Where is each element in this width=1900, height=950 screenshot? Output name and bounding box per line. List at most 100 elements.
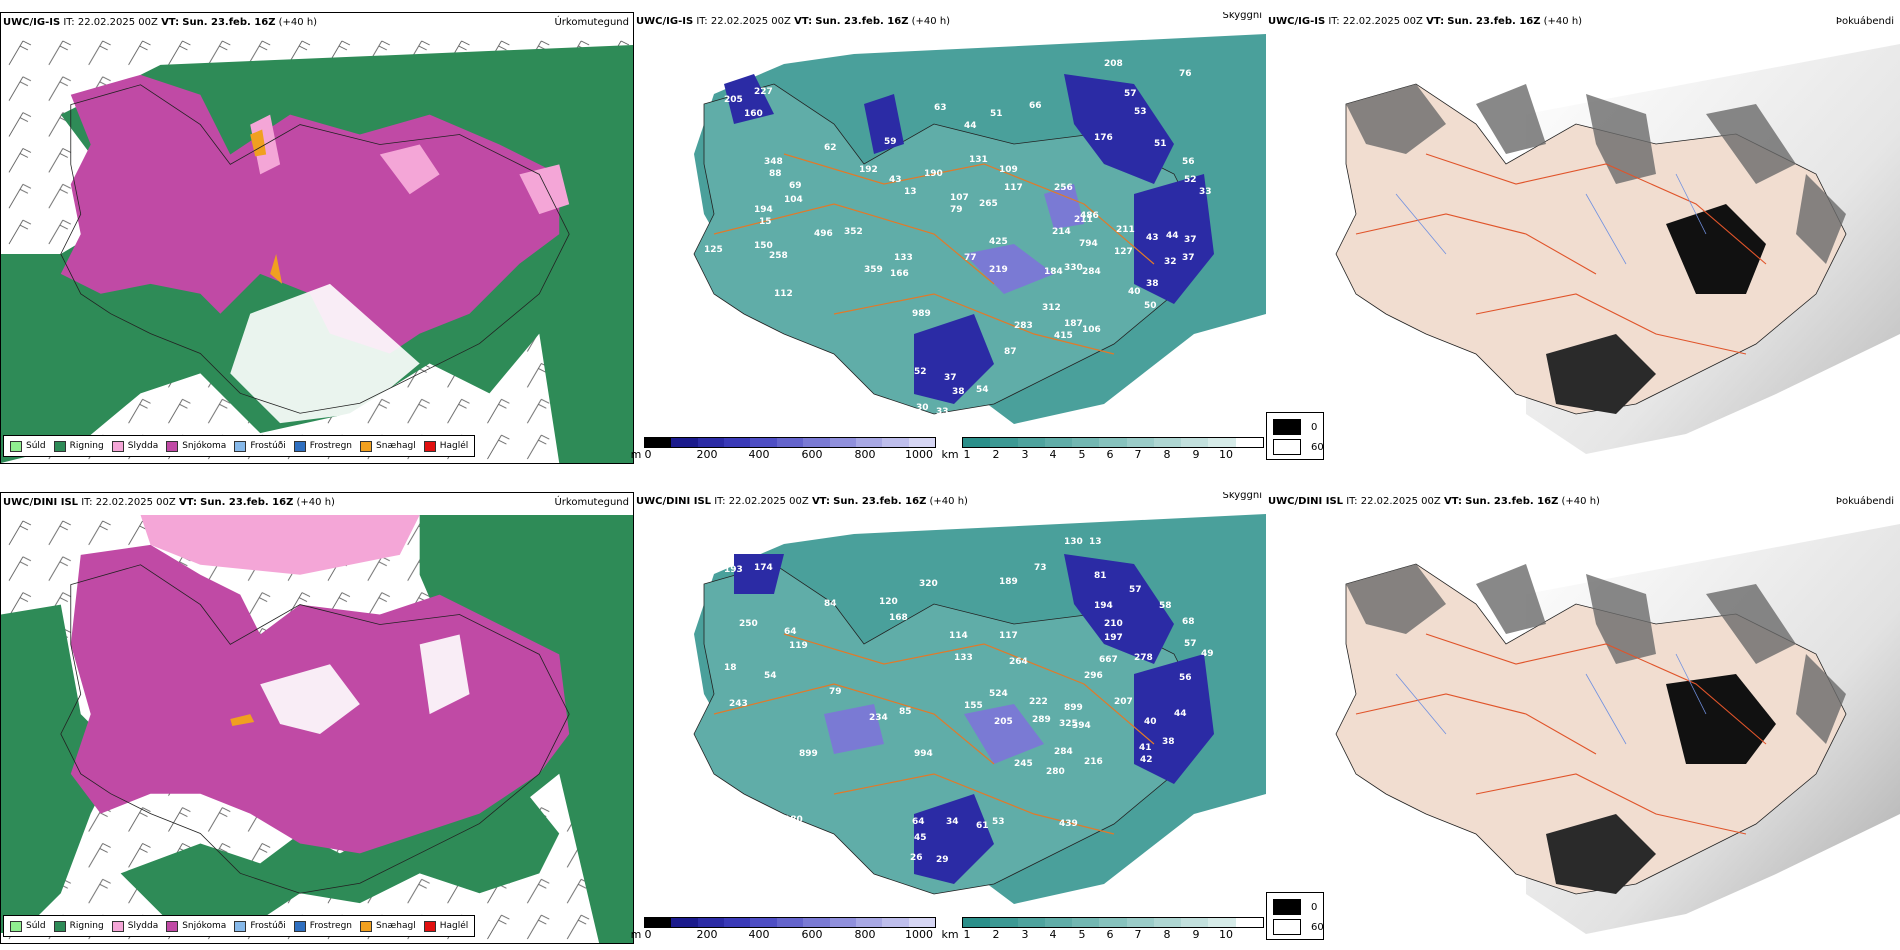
legend-item: Rigning [53, 440, 104, 452]
vis-label: 130 [1064, 537, 1083, 547]
model-name: UWC/IG-IS [636, 16, 694, 27]
vis-label: 41 [1139, 743, 1152, 753]
legend-swatch [423, 920, 436, 932]
height-tick: 600 [801, 928, 823, 941]
vis-label: 216 [1084, 757, 1103, 767]
legend-label: Rigning [69, 441, 104, 451]
vis-label: 394 [1072, 721, 1091, 731]
vis-label: 208 [1104, 59, 1123, 69]
vis-label: 73 [1034, 563, 1047, 573]
vis-label: 278 [1134, 653, 1153, 663]
vis-label: 174 [754, 563, 773, 573]
vis-label: 38 [1146, 279, 1159, 289]
vis-label: 227 [754, 87, 773, 97]
fog-value: 0 [1311, 421, 1318, 433]
vis-tick: 2 [992, 928, 1000, 941]
legend-swatch [360, 920, 373, 932]
vis-label: 53 [1134, 107, 1147, 117]
vis-label: 53 [992, 817, 1005, 827]
vt-label: VT: [161, 17, 180, 28]
height-tick: 0 [644, 448, 652, 461]
vis-label: 284 [1054, 747, 1073, 757]
vis-label: 250 [739, 619, 758, 629]
vis-unit: km [941, 448, 959, 461]
vis-tick: 9 [1192, 448, 1200, 461]
lead-time: (+40 h) [278, 17, 318, 28]
vt-label: VT: [1443, 496, 1462, 507]
vis-label: 127 [1114, 247, 1133, 257]
panel-title: Úrkomutegund [554, 17, 629, 28]
vt-label: VT: [811, 496, 830, 507]
fog-swatch [1273, 899, 1301, 915]
model-name: UWC/DINI ISL [636, 496, 712, 507]
vis-label: 166 [890, 269, 909, 279]
legend-swatch [293, 920, 306, 932]
legend-label: Snjókoma [182, 921, 227, 931]
vis-label: 40 [1144, 717, 1157, 727]
vis-label: 71 [674, 269, 687, 279]
visibility-map[interactable]: 130 13 73 81 57 58 68 57 49 193 174 84 1… [634, 514, 1266, 922]
legend-label: Slydda [127, 921, 159, 931]
precip-map[interactable] [1, 515, 633, 943]
vis-tick: 6 [1106, 928, 1114, 941]
precip-map[interactable] [1, 35, 633, 463]
vis-scale-swatch [1235, 438, 1263, 447]
vis-tick: 6 [1106, 448, 1114, 461]
height-scale-swatch [671, 918, 698, 927]
vis-label: 13 [904, 187, 917, 197]
vis-label: 258 [769, 251, 788, 261]
vis-label: 256 [1054, 183, 1073, 193]
visibility-map[interactable]: 208 76 57 53 51 56 52 33 176 66 63 51 44… [634, 34, 1266, 442]
vis-label: 496 [814, 229, 833, 239]
height-scale-swatch [697, 438, 725, 447]
vis-label: 197 [1104, 633, 1123, 643]
legend-label: Snjókoma [182, 441, 227, 451]
panel-title: Þokuábendi [1835, 496, 1894, 507]
vis-label: 117 [999, 631, 1018, 641]
vis-tick: 8 [1163, 928, 1171, 941]
height-tick: 200 [696, 928, 718, 941]
legend-swatch [234, 440, 247, 452]
vis-label: 33 [936, 407, 949, 417]
vis-scale-swatch [1017, 438, 1045, 447]
height-scale-swatch [882, 438, 909, 447]
vis-label: 289 [1032, 715, 1051, 725]
vis-scale-swatch [990, 438, 1018, 447]
legend-label: Súld [26, 921, 46, 931]
vis-label: 219 [989, 265, 1008, 275]
legend-label: Frostregn [309, 921, 353, 931]
legend-label: Haglél [439, 921, 469, 931]
vis-label: 57 [1129, 585, 1142, 595]
height-scale-strip [644, 917, 936, 928]
legend-swatch [111, 440, 124, 452]
vis-label: 109 [999, 165, 1018, 175]
panel-header: UWC/IG-IS IT: 22.02.2025 00Z VT: Sun. 23… [1266, 12, 1900, 32]
fog-map[interactable] [1326, 34, 1900, 464]
vis-label: 44 [1174, 709, 1187, 719]
vis-label: 794 [1079, 239, 1098, 249]
model-name: UWC/DINI ISL [3, 497, 79, 508]
vis-scale-ticks: km 1 2 3 4 5 6 7 8 9 10 [941, 448, 1266, 464]
vis-scale-swatch [1099, 918, 1127, 927]
vis-scale-swatch [990, 918, 1018, 927]
fog-legend-row2: 0 60 [1266, 892, 1324, 940]
vis-label: 283 [1014, 321, 1033, 331]
vis-scale-swatch [1044, 918, 1073, 927]
precip-legend: Súld Rigning Slydda Snjókoma Frostúði Fr… [3, 435, 476, 457]
visibility-labels: 208 76 57 53 51 56 52 33 176 66 63 51 44… [670, 59, 1212, 417]
panel-title: Úrkomutegund [554, 497, 629, 508]
fog-legend-entry: 0 [1273, 419, 1317, 435]
fog-map[interactable] [1326, 514, 1900, 944]
height-unit: m [630, 928, 642, 941]
panel-header: UWC/IG-IS IT: 22.02.2025 00Z VT: Sun. 23… [1, 13, 633, 33]
vis-label: 119 [789, 641, 808, 651]
legend-swatch [166, 920, 179, 932]
vis-label: 107 [950, 193, 969, 203]
fog-value: 60 [1311, 441, 1324, 453]
vis-tick: 9 [1192, 928, 1200, 941]
vis-tick: 8 [1163, 448, 1171, 461]
legend-swatch [10, 440, 22, 452]
lead-time: (+40 h) [1561, 496, 1600, 507]
it-value: 22.02.2025 00Z [1342, 16, 1423, 27]
height-tick: 200 [696, 448, 718, 461]
